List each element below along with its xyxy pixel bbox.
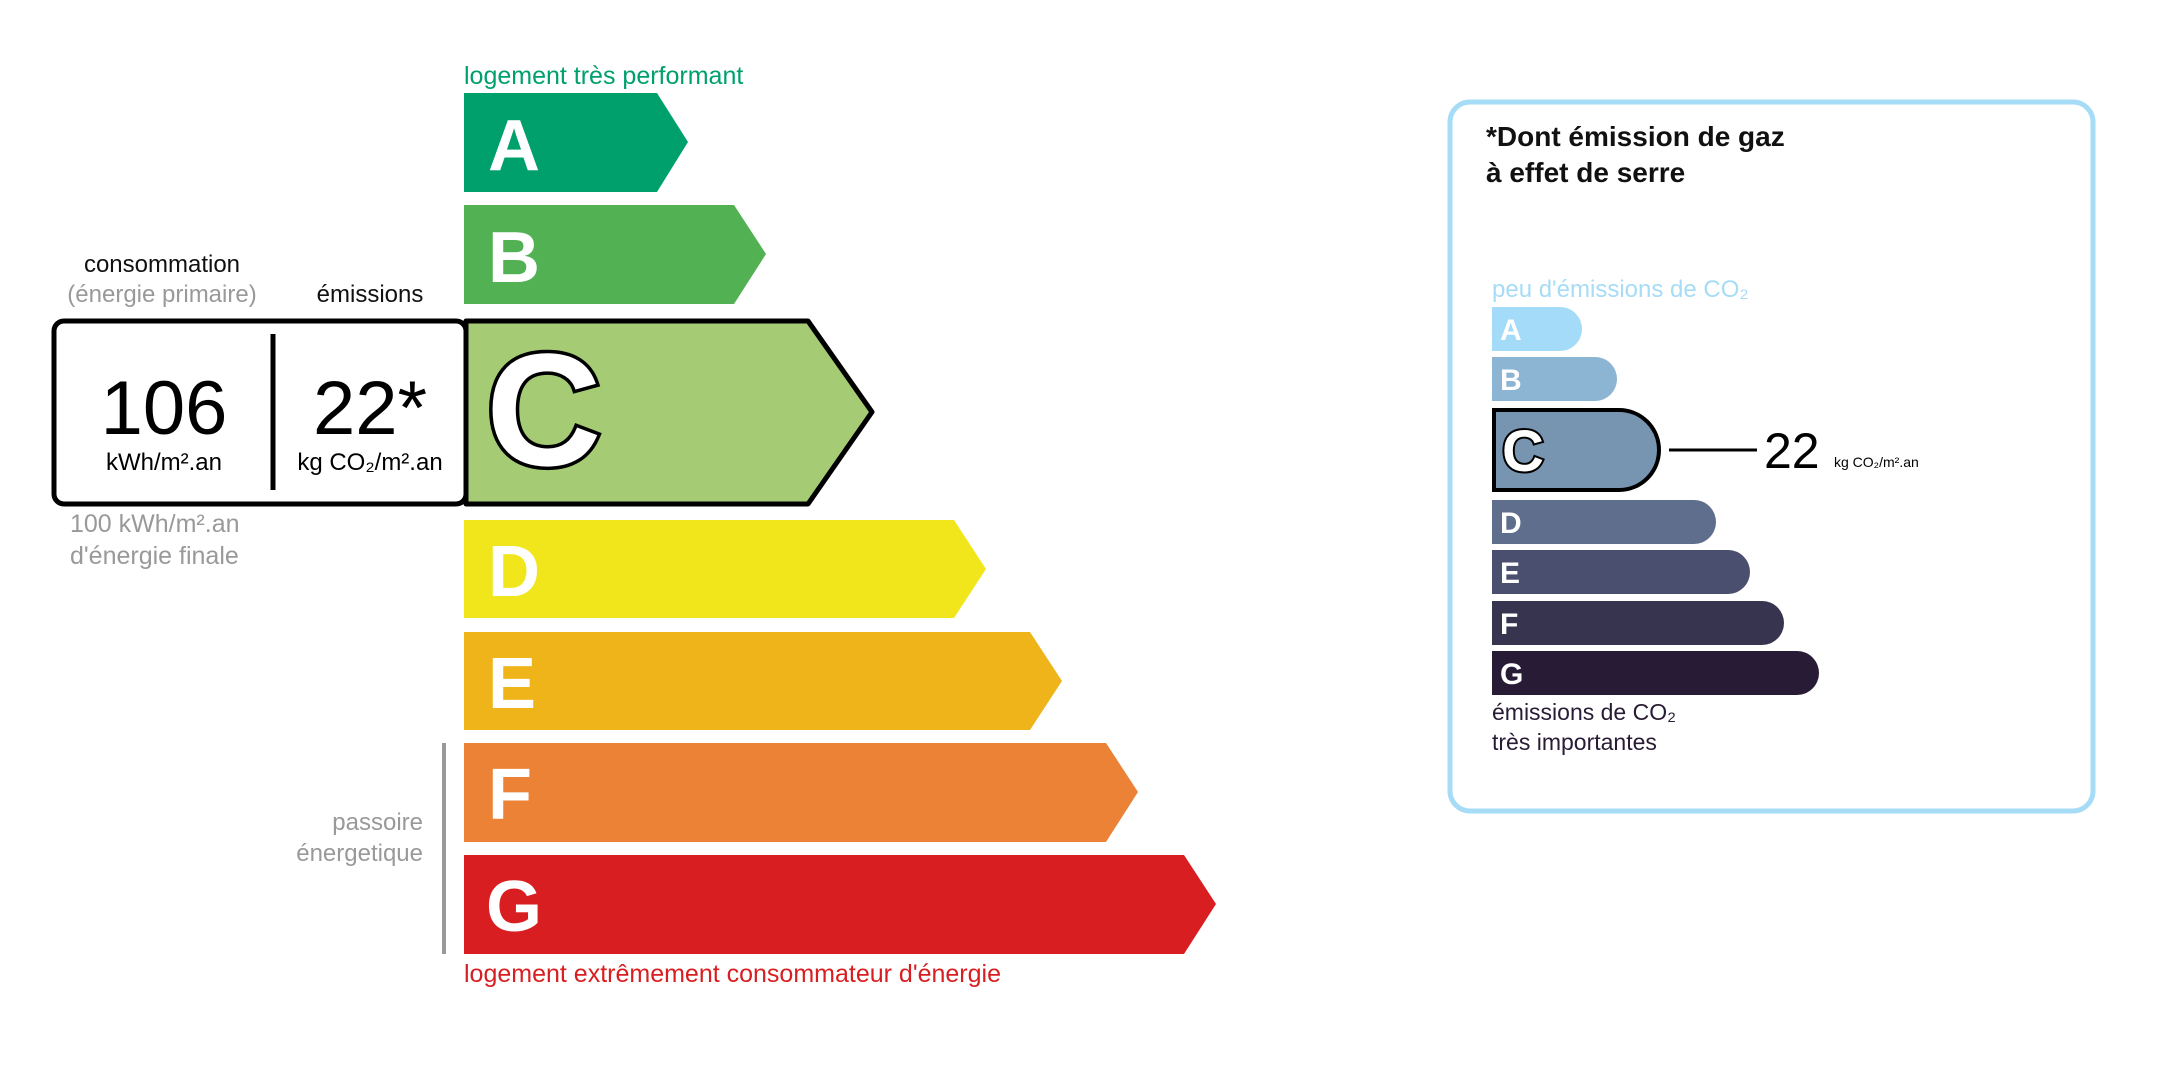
consumption-header: consommation [84,251,240,278]
class-e-bar [464,632,1062,730]
class-d-letter: D [488,532,540,612]
ges-class-b-letter: B [1500,364,1522,397]
ges-class-e-bar [1492,550,1750,594]
class-f-letter: F [488,755,532,835]
ges-class-b-bar [1492,357,1617,401]
top-label: logement très performant [464,62,743,90]
class-f-bar [464,743,1138,842]
class-e-letter: E [488,644,536,724]
ges-class-a-letter: A [1500,314,1522,347]
class-d-bar [464,520,986,618]
ges-class-g-letter: G [1500,658,1523,691]
ges-top-label: peu d'émissions de CO₂ [1492,276,1749,303]
ges-class-e-letter: E [1500,557,1520,590]
class-b-bar [464,205,766,304]
ges-class-f-bar [1492,601,1784,645]
ges-title-line1: *Dont émission de gaz [1486,121,1785,152]
ges-class-c-letter: C [1502,419,1544,484]
ges-bottom-line2: très importantes [1492,729,1657,755]
ges-class-f-letter: F [1500,608,1518,641]
ges-class-d-bar [1492,500,1716,544]
emissions-unit: kg CO₂/m².an [297,449,442,476]
consumption-unit: kWh/m².an [106,449,222,476]
class-a-bar [464,93,688,192]
ges-title-line2: à effet de serre [1486,157,1685,188]
bottom-label: logement extrêmement consommateur d'éner… [464,960,1001,988]
ges-class-g-bar [1492,651,1819,695]
consumption-value: 106 [101,366,228,451]
passoire-line1: passoire [332,809,423,836]
class-c-bar [463,318,875,507]
ges-bottom-line1: émissions de CO₂ [1492,699,1676,725]
class-g-letter: G [486,867,542,947]
final-energy-line2: d'énergie finale [70,542,239,570]
passoire-line2: énergetique [296,840,423,867]
class-b-letter: B [488,218,540,298]
emissions-header: émissions [317,281,424,308]
emissions-value: 22* [313,366,427,451]
class-c-letter: C [486,320,602,499]
ges-class-c-bar [1492,408,1661,492]
class-g-bar [464,855,1216,954]
ges-class-a-bar [1492,307,1582,351]
ges-value: 22 [1764,423,1820,479]
consumption-subheader: (énergie primaire) [67,281,256,308]
ges-unit: kg CO₂/m².an [1834,454,1919,470]
final-energy-line1: 100 kWh/m².an [70,510,240,538]
ges-class-d-letter: D [1500,507,1522,540]
class-a-letter: A [488,106,540,186]
